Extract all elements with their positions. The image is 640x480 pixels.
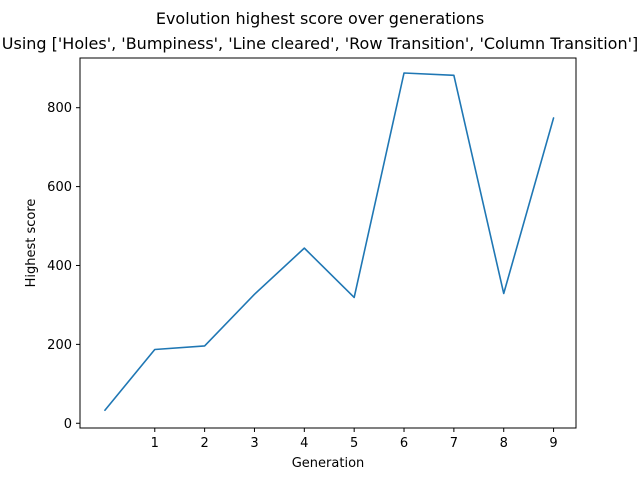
x-tick-label: 9 — [549, 436, 557, 451]
plot-frame — [79, 57, 577, 429]
x-tick-label: 2 — [200, 436, 208, 451]
chart-subtitle: Using ['Holes', 'Bumpiness', 'Line clear… — [2, 34, 638, 53]
x-axis-label: Generation — [292, 456, 365, 471]
x-tick-label: 1 — [151, 436, 159, 451]
series-line — [104, 72, 555, 412]
y-tick-label: 0 — [64, 417, 72, 432]
y-axis: 0 200 400 600 800 — [47, 101, 80, 432]
x-tick-label: 4 — [300, 436, 308, 451]
y-tick-label: 400 — [47, 259, 72, 274]
x-tick-label: 5 — [350, 436, 358, 451]
plot-area: 0 200 400 600 800 1 2 3 4 5 6 7 8 9 — [47, 57, 577, 451]
x-axis: 1 2 3 4 5 6 7 8 9 — [151, 428, 558, 451]
x-tick-label: 8 — [500, 436, 508, 451]
x-tick-label: 3 — [250, 436, 258, 451]
y-axis-label: Highest score — [24, 199, 39, 288]
y-tick-label: 600 — [47, 180, 72, 195]
y-tick-label: 200 — [47, 338, 72, 353]
x-tick-label: 7 — [450, 436, 458, 451]
x-tick-label: 6 — [400, 436, 408, 451]
y-tick-label: 800 — [47, 101, 72, 116]
chart-title: Evolution highest score over generations — [156, 9, 484, 28]
